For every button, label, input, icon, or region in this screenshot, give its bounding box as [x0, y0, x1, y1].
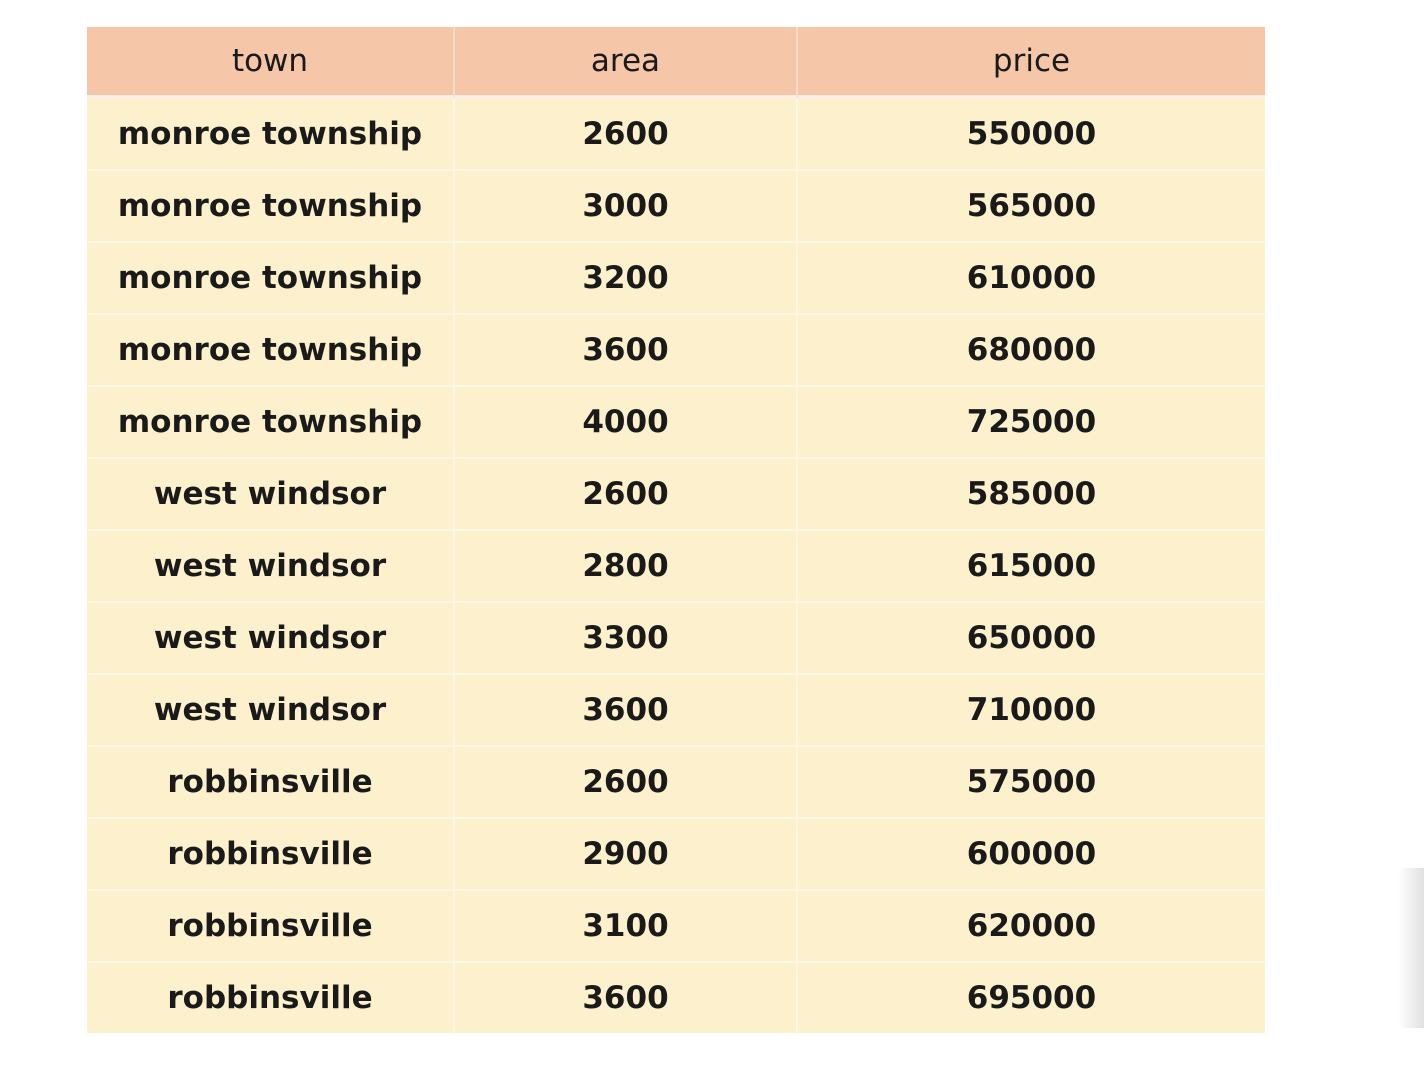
cell-area: 3600	[455, 673, 798, 745]
column-header-area: area	[455, 27, 798, 99]
table-row: monroe township 2600 550000	[87, 99, 1265, 169]
cell-town: west windsor	[87, 529, 455, 601]
table-row: robbinsville 3600 695000	[87, 961, 1265, 1033]
cell-town: west windsor	[87, 673, 455, 745]
table-row: monroe township 3000 565000	[87, 169, 1265, 241]
data-table-container: town area price monroe township 2600 550…	[87, 27, 1265, 1033]
cell-town: monroe township	[87, 169, 455, 241]
cell-price: 565000	[798, 169, 1265, 241]
table-row: monroe township 3200 610000	[87, 241, 1265, 313]
cell-area: 2600	[455, 745, 798, 817]
column-header-town: town	[87, 27, 455, 99]
cell-price: 610000	[798, 241, 1265, 313]
data-table: town area price monroe township 2600 550…	[87, 27, 1265, 1033]
cell-town: robbinsville	[87, 745, 455, 817]
table-row: robbinsville 2600 575000	[87, 745, 1265, 817]
cell-town: robbinsville	[87, 889, 455, 961]
cell-price: 550000	[798, 99, 1265, 169]
cell-town: monroe township	[87, 385, 455, 457]
cell-price: 695000	[798, 961, 1265, 1033]
cell-price: 615000	[798, 529, 1265, 601]
cell-price: 680000	[798, 313, 1265, 385]
cell-price: 620000	[798, 889, 1265, 961]
cell-town: robbinsville	[87, 961, 455, 1033]
cell-price: 650000	[798, 601, 1265, 673]
cell-area: 3000	[455, 169, 798, 241]
cell-price: 585000	[798, 457, 1265, 529]
column-header-price: price	[798, 27, 1265, 99]
cell-town: monroe township	[87, 241, 455, 313]
table-row: monroe township 3600 680000	[87, 313, 1265, 385]
cell-area: 3100	[455, 889, 798, 961]
cell-town: robbinsville	[87, 817, 455, 889]
table-row: robbinsville 2900 600000	[87, 817, 1265, 889]
cell-town: west windsor	[87, 457, 455, 529]
table-header-row: town area price	[87, 27, 1265, 99]
table-row: west windsor 2800 615000	[87, 529, 1265, 601]
cell-town: west windsor	[87, 601, 455, 673]
cell-area: 3600	[455, 961, 798, 1033]
cell-area: 3600	[455, 313, 798, 385]
cell-area: 3200	[455, 241, 798, 313]
cell-area: 3300	[455, 601, 798, 673]
cell-area: 2800	[455, 529, 798, 601]
cell-price: 725000	[798, 385, 1265, 457]
cell-area: 4000	[455, 385, 798, 457]
cell-price: 575000	[798, 745, 1265, 817]
table-row: robbinsville 3100 620000	[87, 889, 1265, 961]
cell-town: monroe township	[87, 99, 455, 169]
cell-price: 600000	[798, 817, 1265, 889]
edge-shadow	[1398, 868, 1424, 1028]
cell-area: 2600	[455, 457, 798, 529]
cell-area: 2900	[455, 817, 798, 889]
table-row: west windsor 3600 710000	[87, 673, 1265, 745]
cell-price: 710000	[798, 673, 1265, 745]
cell-area: 2600	[455, 99, 798, 169]
table-row: west windsor 2600 585000	[87, 457, 1265, 529]
table-row: west windsor 3300 650000	[87, 601, 1265, 673]
table-row: monroe township 4000 725000	[87, 385, 1265, 457]
cell-town: monroe township	[87, 313, 455, 385]
